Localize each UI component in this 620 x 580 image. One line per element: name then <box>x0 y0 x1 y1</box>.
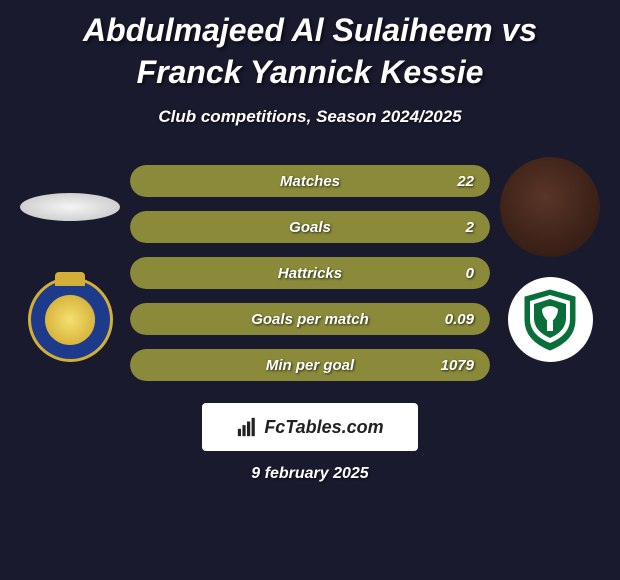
left-player-col <box>10 157 130 362</box>
stat-bar: Min per goal 1079 <box>130 349 490 381</box>
stat-label: Goals <box>289 219 331 236</box>
stats-column: Matches 22 Goals 2 Hattricks 0 Goals per match… <box>130 157 490 381</box>
stat-label: Matches <box>280 173 340 190</box>
stat-value: 0.09 <box>445 311 474 328</box>
date-line: 9 february 2025 <box>0 465 620 483</box>
stat-bar: Goals per match 0.09 <box>130 303 490 335</box>
stat-label: Goals per match <box>251 311 369 328</box>
stat-bar: Goals 2 <box>130 211 490 243</box>
stat-value: 1079 <box>441 357 474 374</box>
right-player-avatar <box>500 157 600 257</box>
stat-bar: Hattricks 0 <box>130 257 490 289</box>
stat-label: Hattricks <box>278 265 342 282</box>
brand-box: FcTables.com <box>202 403 418 451</box>
left-player-avatar <box>20 157 120 257</box>
stat-label: Min per goal <box>266 357 354 374</box>
avatar-photo-icon <box>500 157 600 257</box>
page-title: Abdulmajeed Al Sulaiheem vs Franck Yanni… <box>0 10 620 93</box>
right-club-badge-icon <box>508 277 593 362</box>
fctables-logo-icon <box>236 416 258 438</box>
avatar-placeholder-icon <box>20 193 120 221</box>
left-club-badge-icon <box>28 277 113 362</box>
stat-value: 0 <box>466 265 474 282</box>
subtitle: Club competitions, Season 2024/2025 <box>0 107 620 127</box>
right-player-col <box>490 157 610 362</box>
stat-bar: Matches 22 <box>130 165 490 197</box>
brand-text: FcTables.com <box>264 417 383 438</box>
stat-value: 22 <box>457 173 474 190</box>
stat-value: 2 <box>466 219 474 236</box>
comparison-row: Matches 22 Goals 2 Hattricks 0 Goals per match… <box>0 157 620 381</box>
